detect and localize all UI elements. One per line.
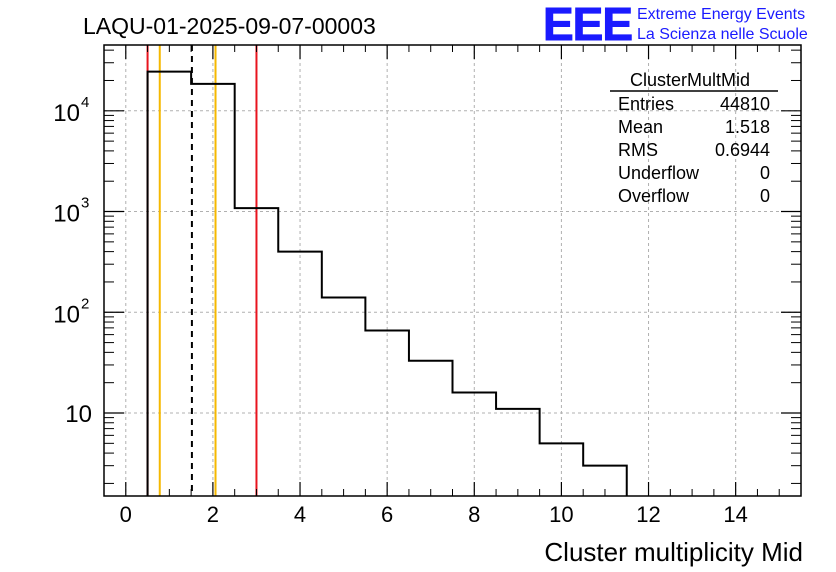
x-tick-label: 0 [120,502,132,527]
logo-line2: La Scienza nelle Scuole [637,26,808,43]
y-tick-label: 10 [53,100,80,127]
stats-value: 44810 [720,94,770,114]
x-tick-label: 14 [723,502,747,527]
stats-label: Overflow [618,186,690,206]
x-tick-labels: 0 2 4 6 8 10 12 14 [120,502,748,527]
x-tick-label: 10 [549,502,573,527]
x-tick-label: 2 [207,502,219,527]
stats-label: Entries [618,94,674,114]
chart-title: LAQU-01-2025-09-07-00003 [83,13,376,39]
stats-value: 0 [760,186,770,206]
y-tick-exponent: 4 [81,94,89,111]
stats-title: ClusterMultMid [630,70,750,90]
eee-logo: EEE Extreme Energy Events La Scienza nel… [543,0,808,51]
y-tick-label: 10 [53,301,80,328]
stats-label: Underflow [618,163,700,183]
y-tick-exponent: 2 [81,295,89,312]
y-tick-label: 10 [53,201,80,228]
x-tick-label: 4 [294,502,306,527]
y-tick-exponent: 3 [81,195,89,212]
histogram-outline [146,70,628,496]
stats-value: 0.6944 [715,140,770,160]
stats-box: ClusterMultMid Entries 44810 Mean 1.518 RMS 0… [610,70,778,206]
plot-frame [103,44,802,497]
grid [104,45,801,496]
y-tick-label: 10 [65,401,92,428]
marker-lines [146,45,258,496]
eee-logo-mark: EEE [543,0,632,50]
logo-line1: Extreme Energy Events [637,6,805,23]
stats-label: RMS [618,140,658,160]
x-axis-label: Cluster multiplicity Mid [544,537,803,567]
stats-value: 1.518 [725,117,770,137]
axis-ticks [103,45,802,496]
x-tick-label: 12 [636,502,660,527]
stats-label: Mean [618,117,663,137]
stats-value: 0 [760,163,770,183]
x-tick-label: 8 [468,502,480,527]
x-tick-label: 6 [381,502,393,527]
